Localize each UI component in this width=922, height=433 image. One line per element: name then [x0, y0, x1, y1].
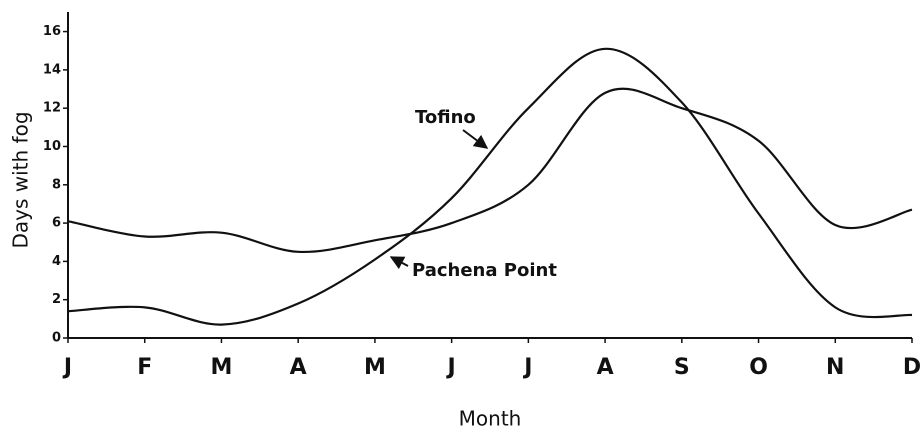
- annotation-arrow: [462, 129, 489, 149]
- y-tick-label: 10: [43, 139, 61, 154]
- y-tick-label: 2: [52, 292, 61, 307]
- x-tick-label: M: [364, 355, 386, 380]
- x-tick-label: M: [211, 355, 233, 380]
- y-tick-label: 8: [52, 177, 61, 192]
- x-tick-label: J: [522, 355, 532, 380]
- annotation-arrow: [389, 256, 409, 270]
- x-tick-label: N: [826, 355, 844, 380]
- annotation: Pachena Point: [412, 260, 557, 281]
- y-tick-label: 12: [43, 101, 61, 116]
- y-axis-label: Days with fog: [9, 111, 33, 248]
- y-tick-label: 16: [43, 24, 61, 39]
- annotation: Tofino: [415, 107, 476, 128]
- x-tick-label: J: [62, 355, 72, 380]
- x-tick-label: D: [903, 355, 921, 380]
- x-tick-label: A: [290, 355, 307, 380]
- x-tick-label: S: [674, 355, 690, 380]
- y-tick-label: 14: [43, 62, 61, 77]
- line: [67, 47, 913, 326]
- y-tick-label: 4: [52, 254, 61, 269]
- x-tick-label: J: [446, 355, 456, 380]
- x-tick-label: F: [137, 355, 152, 380]
- y-tick-label: 6: [52, 216, 61, 231]
- x-axis-label: Month: [459, 407, 522, 431]
- x-tick-label: A: [597, 355, 614, 380]
- line: [67, 87, 913, 254]
- y-tick-label: 0: [52, 331, 61, 346]
- x-tick-label: O: [749, 355, 768, 380]
